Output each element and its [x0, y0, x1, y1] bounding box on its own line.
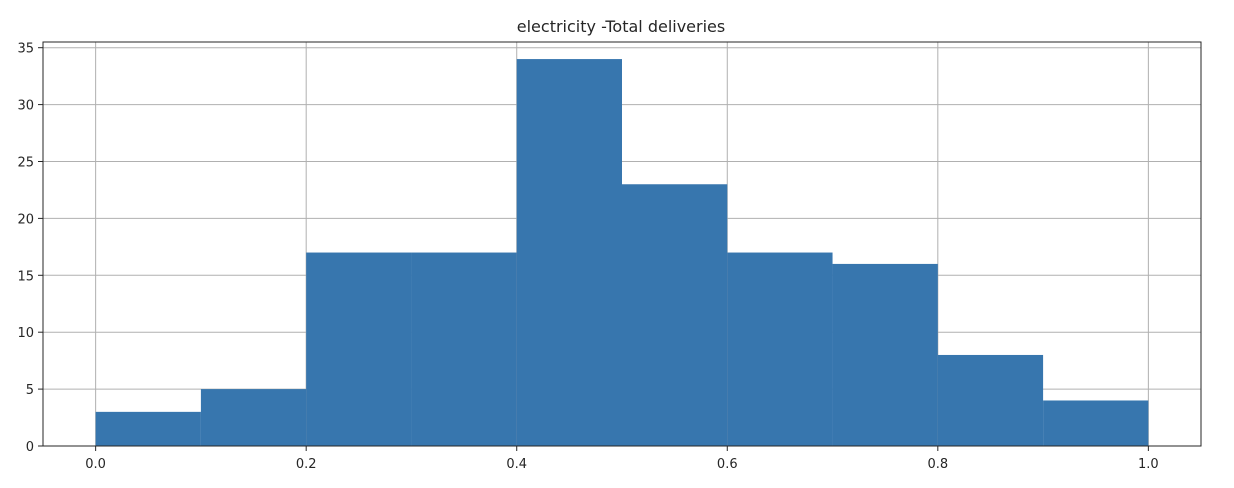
histogram-bar [200, 389, 307, 446]
y-tick-label: 5 [26, 383, 34, 398]
x-tick-label: 0.6 [717, 457, 738, 472]
y-axis-ticks: 0 5 10 15 20 25 30 35 [17, 42, 43, 455]
plot-frame [42, 41, 1202, 447]
y-tick-label: 25 [17, 155, 34, 170]
histogram-bar [411, 252, 517, 446]
histogram-bar [727, 252, 833, 446]
x-tick-label: 0.8 [927, 457, 948, 472]
chart-title: electricity -Total deliveries [517, 17, 725, 36]
x-tick-label: 1.0 [1138, 457, 1159, 472]
y-tick-label: 30 [17, 99, 34, 114]
y-tick-label: 10 [17, 326, 34, 341]
histogram-bar [832, 263, 938, 446]
x-tick-label: 0.4 [506, 457, 527, 472]
y-tick-label: 0 [26, 440, 34, 455]
y-tick-label: 20 [17, 212, 34, 227]
x-axis-ticks: 0.0 0.2 0.4 0.6 0.8 1.0 [85, 446, 1159, 472]
histogram-bar [937, 354, 1044, 446]
histogram-bar [306, 252, 412, 446]
y-tick-label: 15 [17, 269, 34, 284]
histogram-bar [622, 184, 728, 446]
histogram-bars [95, 59, 1149, 446]
x-tick-label: 0.0 [85, 457, 106, 472]
histogram-bar [1043, 400, 1149, 446]
histogram-bar [516, 59, 622, 446]
histogram-bar [95, 411, 201, 446]
x-tick-label: 0.2 [296, 457, 317, 472]
y-tick-label: 35 [17, 42, 34, 57]
